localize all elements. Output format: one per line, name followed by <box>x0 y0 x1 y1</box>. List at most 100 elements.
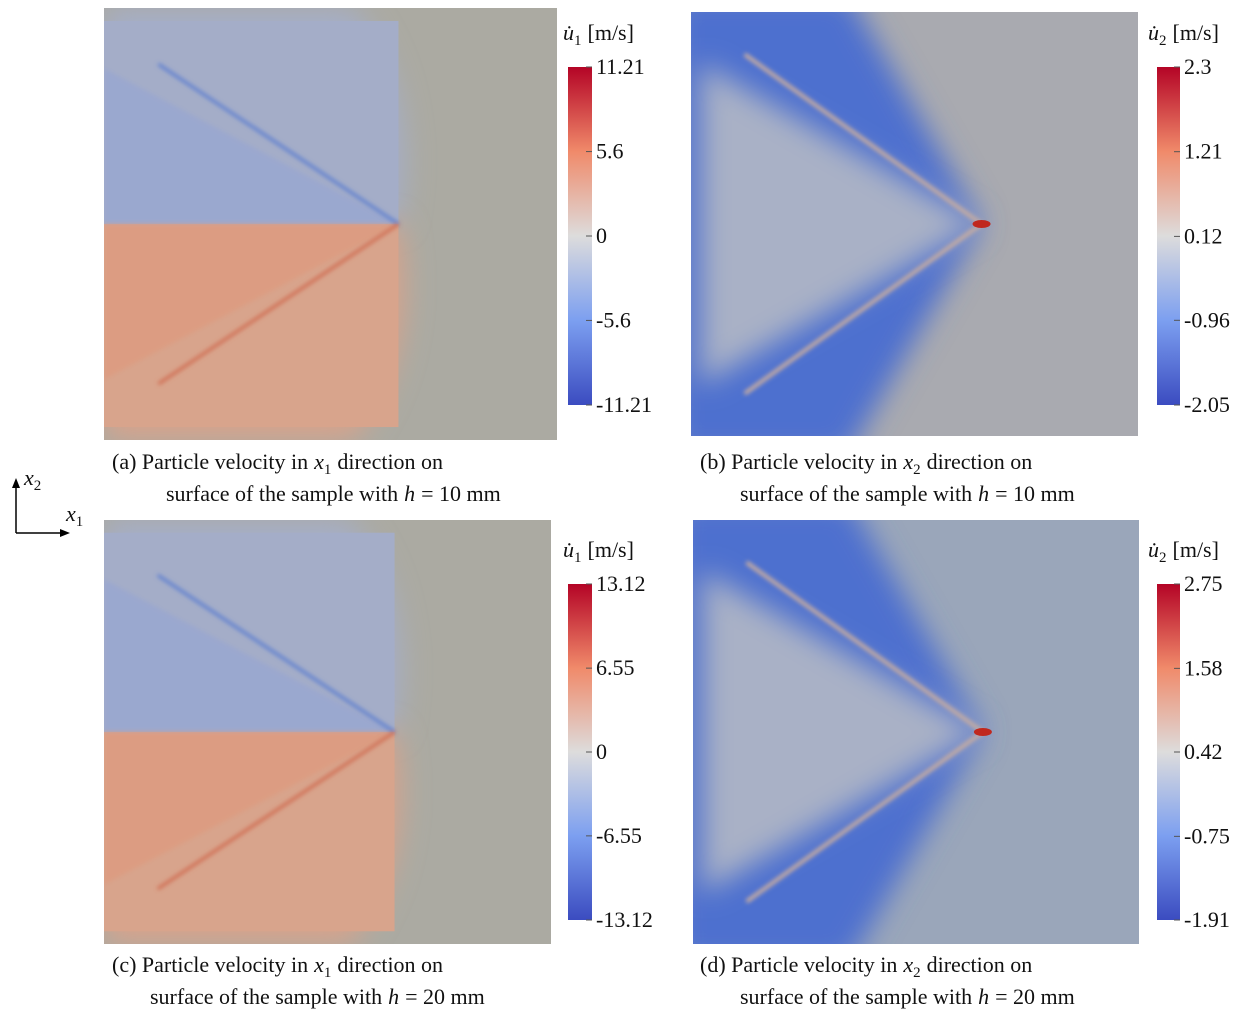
velocity-field <box>691 12 1138 436</box>
colorbar-tick-label: 13.12 <box>596 571 646 596</box>
colorbar-tick-label: 1.58 <box>1184 655 1223 680</box>
text-part: surface of the sample with <box>166 481 398 506</box>
text-part: [m/s] <box>1173 537 1219 562</box>
text-part: (d) Particle velocity in <box>700 952 897 977</box>
wedge <box>104 732 395 885</box>
caption: (c) Particle velocity in x1 direction on <box>112 952 443 981</box>
text-part: [m/s] <box>1173 20 1219 45</box>
front <box>745 560 985 734</box>
text-part: direction on <box>337 449 443 474</box>
text-part: (b) Particle velocity in <box>700 449 897 474</box>
text-part: 1 <box>324 462 332 478</box>
text-part: direction on <box>927 952 1033 977</box>
colorbar-tick-label: -11.21 <box>596 392 652 417</box>
colorbar-tick-label: -2.05 <box>1184 392 1230 417</box>
source <box>972 220 991 228</box>
text-part: x <box>23 465 34 490</box>
text-part: 1 <box>574 33 582 49</box>
axes-indicator <box>12 478 70 537</box>
front <box>743 52 983 226</box>
text-part: u̇ <box>1148 20 1159 45</box>
text-part: u̇ <box>1148 537 1159 562</box>
front <box>745 730 985 904</box>
text-part: [m/s] <box>588 537 634 562</box>
caption: surface of the sample with h = 20 mm <box>150 984 485 1009</box>
text-part: = 10 mm <box>421 481 501 506</box>
text-part: = 10 mm <box>995 481 1075 506</box>
colorbar-tick-label: 0.42 <box>1184 739 1223 764</box>
text-part: 1 <box>324 965 332 981</box>
caption: surface of the sample with h = 10 mm <box>740 481 1075 506</box>
axis-label-x2: x2 <box>23 465 41 494</box>
text-part: [m/s] <box>588 20 634 45</box>
front <box>156 730 396 891</box>
caption: surface of the sample with h = 10 mm <box>166 481 501 506</box>
colorbar-title: u̇1 [m/s] <box>563 537 634 566</box>
wedge <box>104 224 399 380</box>
colorbar-tick-label: 5.6 <box>596 139 624 164</box>
colorbar-title: u̇2 [m/s] <box>1148 20 1219 49</box>
colorbar-tick-label: 2.75 <box>1184 571 1223 596</box>
front <box>157 62 400 226</box>
wedge <box>701 570 983 894</box>
colorbar-tick-label: 0 <box>596 739 607 764</box>
text-part: 1 <box>574 550 582 566</box>
text-part: h <box>978 984 989 1009</box>
front <box>156 573 396 734</box>
text-part: x <box>902 952 913 977</box>
colorbar-title: u̇1 [m/s] <box>563 20 634 49</box>
colorbar-tick-label: 11.21 <box>596 54 645 79</box>
wedge <box>699 62 982 386</box>
text-part: x <box>902 449 913 474</box>
colorbar-tick-label: -13.12 <box>596 907 653 932</box>
text-part: surface of the sample with <box>150 984 382 1009</box>
wedge <box>104 68 399 224</box>
colorbar-tick-label: 0 <box>596 223 607 248</box>
text-part: h <box>978 481 989 506</box>
caption: (a) Particle velocity in x1 direction on <box>112 449 443 478</box>
colorbar-tick-label: -1.91 <box>1184 907 1230 932</box>
text-part: direction on <box>927 449 1033 474</box>
caption: surface of the sample with h = 20 mm <box>740 984 1075 1009</box>
caption: (d) Particle velocity in x2 direction on <box>700 952 1032 981</box>
text-part: u̇ <box>563 537 574 562</box>
colorbar-tick-label: 1.21 <box>1184 139 1223 164</box>
text-part: u̇ <box>563 20 574 45</box>
colorbar-tick-label: 2.3 <box>1184 54 1212 79</box>
velocity-field <box>104 520 551 944</box>
text-part: 2 <box>34 478 42 494</box>
text-part: x <box>65 501 76 526</box>
text-part: direction on <box>337 952 443 977</box>
text-part: = 20 mm <box>405 984 485 1009</box>
colorbar-title: u̇2 [m/s] <box>1148 537 1219 566</box>
text-part: x <box>313 449 324 474</box>
colorbar-tick-label: 6.55 <box>596 655 635 680</box>
text-part: surface of the sample with <box>740 984 972 1009</box>
axis-label-x1: x1 <box>65 501 83 530</box>
velocity-field <box>693 520 1139 944</box>
colorbar-tick-label: -5.6 <box>596 307 631 332</box>
source <box>973 728 992 736</box>
colorbar-tick-label: -0.75 <box>1184 823 1230 848</box>
text-part: 2 <box>913 965 921 981</box>
wedge <box>104 579 395 732</box>
front <box>743 222 983 396</box>
text-part: h <box>388 984 399 1009</box>
velocity-field <box>104 8 557 440</box>
text-part: x <box>313 952 324 977</box>
text-part: 2 <box>913 462 921 478</box>
colorbar-tick-label: -6.55 <box>596 823 642 848</box>
front <box>157 222 400 386</box>
text-part: 1 <box>76 514 84 530</box>
text-part: h <box>404 481 415 506</box>
text-part: = 20 mm <box>995 984 1075 1009</box>
caption: (b) Particle velocity in x2 direction on <box>700 449 1032 478</box>
text-part: (c) Particle velocity in <box>112 952 308 977</box>
text-part: 2 <box>1159 33 1167 49</box>
text-part: surface of the sample with <box>740 481 972 506</box>
colorbar-tick-label: 0.12 <box>1184 223 1223 248</box>
text-part: (a) Particle velocity in <box>112 449 308 474</box>
colorbar-tick-label: -0.96 <box>1184 307 1230 332</box>
text-part: 2 <box>1159 550 1167 566</box>
